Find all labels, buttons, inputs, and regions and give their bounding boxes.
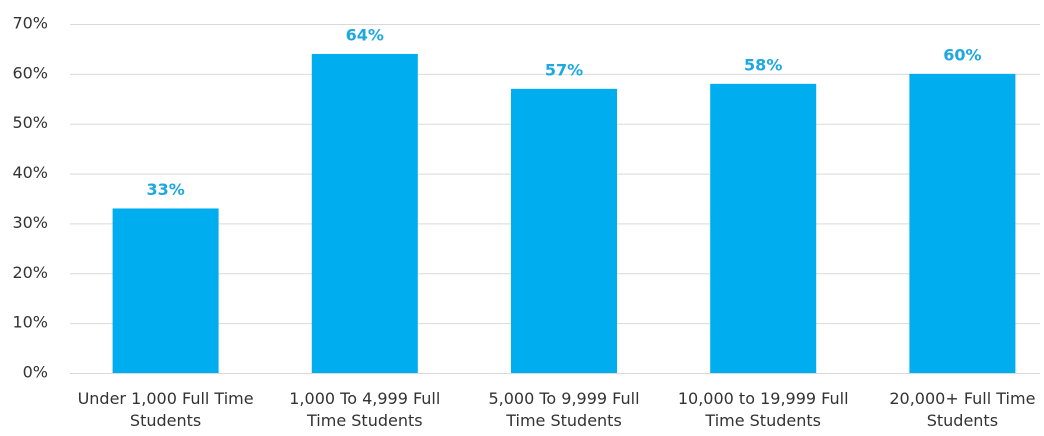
bar <box>909 73 1016 373</box>
y-tick-label: 70% <box>12 14 48 33</box>
value-label: 64% <box>346 25 384 44</box>
bar <box>710 83 817 373</box>
value-label: 58% <box>744 55 782 74</box>
bar <box>511 88 617 374</box>
y-tick-label: 20% <box>12 263 48 282</box>
value-label: 57% <box>545 60 583 79</box>
bar <box>311 53 418 374</box>
x-tick-label: 5,000 To 9,999 Full Time Students <box>488 389 640 430</box>
x-tick-label: 10,000 to 19,999 Full Time Students <box>677 389 849 430</box>
y-tick-label: 40% <box>12 163 48 182</box>
y-tick-label: 50% <box>12 113 48 132</box>
value-label: 33% <box>146 180 184 199</box>
y-tick-label: 10% <box>12 313 48 332</box>
value-label: 60% <box>943 45 981 64</box>
x-tick-label: 20,000+ Full Time Students <box>889 389 1036 430</box>
y-tick-label: 0% <box>23 363 48 382</box>
bar <box>112 208 219 373</box>
x-tick-label: Under 1,000 Full Time Students <box>77 389 254 430</box>
y-tick-label: 30% <box>12 213 48 232</box>
x-tick-label: 1,000 To 4,999 Full Time Students <box>289 389 441 430</box>
y-tick-label: 60% <box>12 63 48 82</box>
